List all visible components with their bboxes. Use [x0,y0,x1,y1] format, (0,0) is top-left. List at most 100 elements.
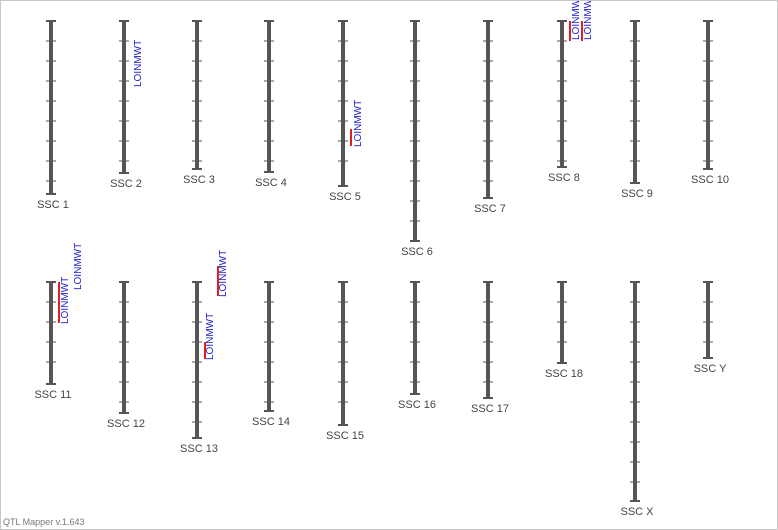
chromosome-bar [341,21,345,186]
chromosome-cap [46,281,56,283]
qtl-interval [58,282,60,323]
chromosome-label: SSC 4 [255,177,287,189]
chromosome-bar [633,282,637,501]
chromosome-cap [557,281,567,283]
qtl-label: LOINMWT [353,100,364,147]
chromosome-bar [413,282,417,394]
chromosome-bar [49,21,53,194]
chromosome-bar [122,21,126,173]
chromosome-cap [703,168,713,170]
chromosome-label: SSC 10 [691,174,729,186]
chromosome-cap [192,20,202,22]
chromosome-cap [483,20,493,22]
qtl-label: LOINMWT [73,243,84,290]
chromosome-bar [486,282,490,398]
chromosome: SSC 18 [545,281,583,380]
chromosome: SSC 17 [471,281,509,415]
chromosome: SSC 9 [621,20,653,200]
chromosome-cap [119,281,129,283]
chromosome-bar [49,282,53,384]
chromosome-label: SSC 15 [326,430,364,442]
chromosome-label: SSC 8 [548,172,580,184]
chromosome-bar [560,21,564,167]
qtl-interval [204,342,206,359]
chromosome-cap [483,197,493,199]
chromosome-cap [703,20,713,22]
chromosome-label: SSC X [620,506,654,518]
chromosome-cap [410,240,420,242]
chromosome-label: SSC 7 [474,203,506,215]
qtl-interval [350,129,352,146]
chromosome-cap [264,171,274,173]
chromosome-cap [119,20,129,22]
qtl-label: LOINMWT [218,250,229,297]
chromosome-bar [706,282,710,358]
chromosome-bar [195,21,199,169]
qtl-interval [581,21,583,41]
chromosome: SSC 13 LOINMWT LOINMWT [180,250,229,455]
chromosome-label: SSC 16 [398,399,436,411]
chromosome: SSC 5 LOINMWT [329,20,364,203]
chromosome-cap [119,172,129,174]
qtl-label: LOINMWT [571,1,582,40]
chromosome-cap [410,393,420,395]
chromosome-bar [633,21,637,183]
chromosome: SSC 1 [37,20,69,211]
chromosome-cap [264,410,274,412]
chromosome-bar [267,282,271,411]
qtl-interval [217,266,219,296]
chromosome-cap [192,281,202,283]
chromosome-bar [486,21,490,198]
chromosome-cap [46,20,56,22]
chromosome: SSC 14 [252,281,290,428]
chromosome-cap [264,281,274,283]
chromosome-bar [341,282,345,425]
chromosome-cap [338,281,348,283]
chromosome-cap [119,412,129,414]
chromosome-cap [410,281,420,283]
chromosome: SSC 15 [326,281,364,442]
chromosome-bar [195,282,199,438]
chromosome-label: SSC 5 [329,191,361,203]
chromosome-label: SSC 2 [110,178,142,190]
chromosome-bar [706,21,710,169]
chromosome-cap [557,20,567,22]
chromosome-label: SSC 1 [37,199,69,211]
chromosome: SSC 2 LOINMWT [110,20,144,190]
chromosome-cap [338,185,348,187]
chromosome: SSC 4 [255,20,287,189]
chromosome-cap [483,397,493,399]
chromosome: SSC 10 [691,20,729,186]
chromosome-cap [46,193,56,195]
qtl-label: LOINMWT [205,313,216,360]
chromosome-cap [338,424,348,426]
chromosome-cap [630,20,640,22]
chromosome-cap [192,168,202,170]
chromosome-label: SSC 17 [471,403,509,415]
chromosome-cap [703,357,713,359]
chromosome-label: SSC 3 [183,174,215,186]
qtl-label: LOINMWT [133,40,144,87]
chromosome: SSC 8 LOINMWT LOINMWT [548,1,594,184]
chromosome: SSC 3 [183,20,215,186]
chromosome: SSC 7 [474,20,506,215]
chromosome-bar [413,21,417,241]
chromosome: SSC 12 [107,281,145,430]
chromosome-cap [703,281,713,283]
chromosome-bar [122,282,126,413]
qtl-label: LOINMWT [583,1,594,40]
chromosome-label: SSC 13 [180,443,218,455]
chromosome-label: SSC 18 [545,368,583,380]
chromosome-label: SSC 11 [34,389,71,401]
chromosome-label: SSC Y [694,363,727,375]
chromosome-cap [192,437,202,439]
chromosome: SSC 16 [398,281,436,411]
footer: QTL Mapper v.1.643 [3,517,85,527]
chromosome: SSC X [620,281,654,518]
chromosome-cap [410,20,420,22]
chromosome-cap [557,166,567,168]
chromosome-label: SSC 12 [107,418,145,430]
